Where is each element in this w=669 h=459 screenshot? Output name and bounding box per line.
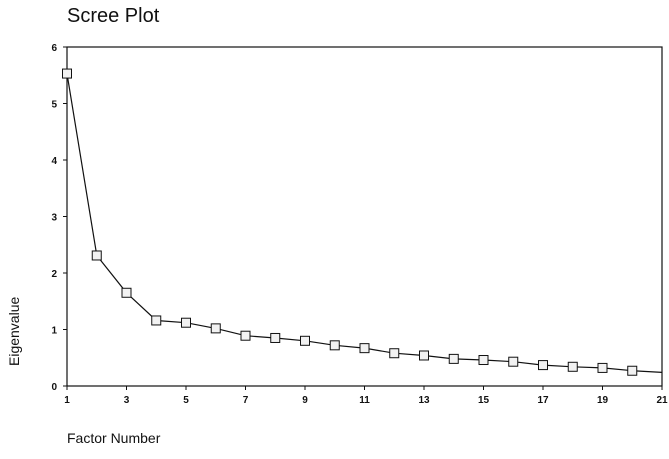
y-tick-label: 0	[51, 382, 57, 393]
data-point-marker	[211, 324, 220, 333]
data-point-marker	[63, 69, 72, 78]
data-point-marker	[449, 354, 458, 363]
x-tick-label: 19	[597, 395, 609, 406]
data-point-marker	[152, 316, 161, 325]
x-tick-label: 21	[656, 395, 668, 406]
data-point-marker	[301, 336, 310, 345]
data-point-marker	[598, 363, 607, 372]
y-axis: 0 1 2 3 4 5 6	[51, 43, 67, 393]
x-tick-label: 9	[302, 395, 308, 406]
chart-title: Scree Plot	[67, 5, 160, 27]
data-point-marker	[390, 349, 399, 358]
y-tick-label: 2	[51, 269, 57, 280]
data-point-marker	[628, 366, 637, 375]
y-axis-label: Eigenvalue	[6, 297, 22, 366]
data-point-marker	[360, 344, 369, 353]
data-point-marker	[420, 351, 429, 360]
data-point-marker	[539, 361, 548, 370]
y-tick-label: 1	[51, 326, 57, 337]
x-tick-label: 5	[183, 395, 189, 406]
plot-frame	[67, 47, 662, 386]
eigenvalue-line	[67, 74, 662, 373]
y-tick-label: 5	[51, 100, 57, 111]
data-point-marker	[568, 362, 577, 371]
data-point-marker	[330, 341, 339, 350]
x-tick-label: 1	[64, 395, 70, 406]
data-point-marker	[182, 318, 191, 327]
data-point-marker	[479, 356, 488, 365]
x-tick-label: 3	[124, 395, 130, 406]
data-point-marker	[241, 331, 250, 340]
y-tick-label: 4	[51, 156, 57, 167]
data-point-marker	[509, 357, 518, 366]
data-point-marker	[92, 251, 101, 260]
y-tick-label: 6	[51, 43, 57, 54]
x-tick-label: 13	[418, 395, 430, 406]
data-point-marker	[122, 288, 131, 297]
x-tick-label: 7	[243, 395, 249, 406]
y-tick-label: 3	[51, 213, 57, 224]
x-axis: 1 3 5 7 9 11 13 15 17 19 21	[64, 386, 668, 406]
x-tick-label: 11	[359, 395, 370, 406]
eigenvalue-markers	[63, 69, 637, 375]
data-point-marker	[271, 333, 280, 342]
x-tick-label: 17	[537, 395, 549, 406]
x-axis-label: Factor Number	[67, 430, 161, 446]
x-tick-label: 15	[478, 395, 490, 406]
